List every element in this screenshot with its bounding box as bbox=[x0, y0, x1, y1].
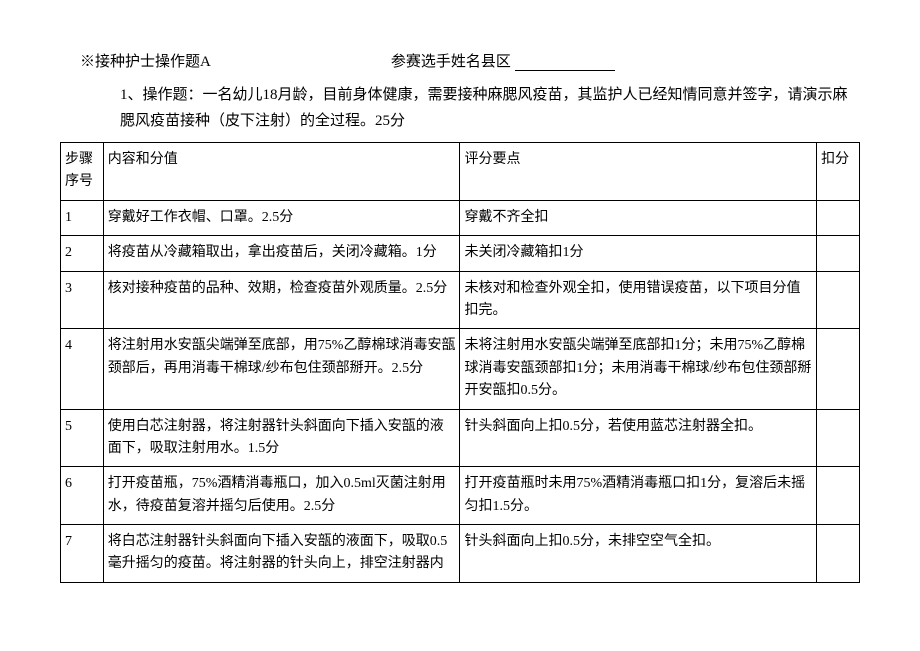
table-row: 1穿戴好工作衣帽、口罩。2.5分穿戴不齐全扣 bbox=[61, 200, 860, 235]
contestant-blank bbox=[515, 56, 615, 71]
cell-content: 将白芯注射器针头斜面向下插入安瓿的液面下，吸取0.5毫升摇匀的疫苗。将注射器的针… bbox=[103, 525, 460, 583]
header-eval: 评分要点 bbox=[460, 143, 817, 201]
scoring-table: 步骤序号 内容和分值 评分要点 扣分 1穿戴好工作衣帽、口罩。2.5分穿戴不齐全… bbox=[60, 142, 860, 583]
cell-eval: 未将注射用水安瓿尖端弹至底部扣1分；未用75%乙醇棉球消毒安瓿颈部扣1分；未用消… bbox=[460, 329, 817, 409]
cell-step: 7 bbox=[61, 525, 104, 583]
cell-deduct bbox=[817, 200, 860, 235]
table-row: 4将注射用水安瓿尖端弹至底部，用75%乙醇棉球消毒安瓿颈部后，再用消毒干棉球/纱… bbox=[61, 329, 860, 409]
cell-step: 4 bbox=[61, 329, 104, 409]
cell-content: 打开疫苗瓶，75%酒精消毒瓶口，加入0.5ml灭菌注射用水，待疫苗复溶并摇匀后使… bbox=[103, 467, 460, 525]
table-row: 3核对接种疫苗的品种、效期，检查疫苗外观质量。2.5分未核对和检查外观全扣，使用… bbox=[61, 271, 860, 329]
cell-deduct bbox=[817, 409, 860, 467]
cell-deduct bbox=[817, 525, 860, 583]
cell-deduct bbox=[817, 329, 860, 409]
question-text: 1、操作题：一名幼儿18月龄，目前身体健康，需要接种麻腮风疫苗，其监护人已经知情… bbox=[60, 83, 860, 134]
table-row: 2将疫苗从冷藏箱取出，拿出疫苗后，关闭冷藏箱。1分未关闭冷藏箱扣1分 bbox=[61, 236, 860, 271]
cell-content: 使用白芯注射器，将注射器针头斜面向下插入安瓿的液面下，吸取注射用水。1.5分 bbox=[103, 409, 460, 467]
cell-step: 1 bbox=[61, 200, 104, 235]
table-row: 6打开疫苗瓶，75%酒精消毒瓶口，加入0.5ml灭菌注射用水，待疫苗复溶并摇匀后… bbox=[61, 467, 860, 525]
table-row: 5使用白芯注射器，将注射器针头斜面向下插入安瓿的液面下，吸取注射用水。1.5分针… bbox=[61, 409, 860, 467]
exam-title: ※接种护士操作题A bbox=[60, 50, 211, 71]
cell-content: 将注射用水安瓿尖端弹至底部，用75%乙醇棉球消毒安瓿颈部后，再用消毒干棉球/纱布… bbox=[103, 329, 460, 409]
cell-deduct bbox=[817, 467, 860, 525]
cell-deduct bbox=[817, 236, 860, 271]
cell-step: 3 bbox=[61, 271, 104, 329]
cell-eval: 针头斜面向上扣0.5分，若使用蓝芯注射器全扣。 bbox=[460, 409, 817, 467]
cell-step: 5 bbox=[61, 409, 104, 467]
header-deduct: 扣分 bbox=[817, 143, 860, 201]
cell-eval: 未核对和检查外观全扣，使用错误疫苗，以下项目分值扣完。 bbox=[460, 271, 817, 329]
table-row: 7将白芯注射器针头斜面向下插入安瓿的液面下，吸取0.5毫升摇匀的疫苗。将注射器的… bbox=[61, 525, 860, 583]
cell-eval: 打开疫苗瓶时未用75%酒精消毒瓶口扣1分，复溶后未摇匀扣1.5分。 bbox=[460, 467, 817, 525]
cell-content: 穿戴好工作衣帽、口罩。2.5分 bbox=[103, 200, 460, 235]
cell-eval: 未关闭冷藏箱扣1分 bbox=[460, 236, 817, 271]
cell-content: 将疫苗从冷藏箱取出，拿出疫苗后，关闭冷藏箱。1分 bbox=[103, 236, 460, 271]
header-content: 内容和分值 bbox=[103, 143, 460, 201]
header-step: 步骤序号 bbox=[61, 143, 104, 201]
table-header-row: 步骤序号 内容和分值 评分要点 扣分 bbox=[61, 143, 860, 201]
cell-deduct bbox=[817, 271, 860, 329]
contestant-prefix: 参赛选手姓名县区 bbox=[391, 54, 511, 70]
cell-eval: 穿戴不齐全扣 bbox=[460, 200, 817, 235]
cell-content: 核对接种疫苗的品种、效期，检查疫苗外观质量。2.5分 bbox=[103, 271, 460, 329]
cell-step: 6 bbox=[61, 467, 104, 525]
cell-step: 2 bbox=[61, 236, 104, 271]
cell-eval: 针头斜面向上扣0.5分，未排空空气全扣。 bbox=[460, 525, 817, 583]
contestant-label: 参赛选手姓名县区 bbox=[391, 50, 615, 71]
